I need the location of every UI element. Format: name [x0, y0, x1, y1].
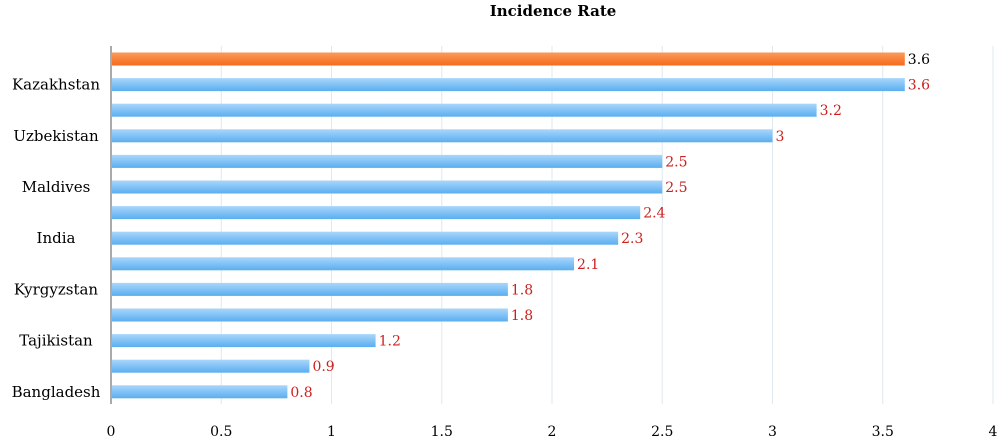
- bar: [112, 231, 619, 245]
- data-label: 2.1: [577, 257, 599, 273]
- grid-lines: [220, 46, 994, 404]
- bar: [112, 282, 508, 296]
- data-label: 1.2: [379, 334, 401, 350]
- x-tick-label: 4: [989, 424, 998, 440]
- data-labels: 3.63.63.232.52.52.42.32.11.81.81.20.90.8: [290, 52, 930, 401]
- category-label: Kyrgyzstan: [14, 280, 99, 298]
- bar: [112, 257, 575, 271]
- x-tick-label: 1.5: [431, 424, 453, 440]
- bar: [112, 308, 508, 322]
- data-label: 1.8: [511, 308, 533, 324]
- data-label: 0.8: [290, 385, 312, 401]
- data-label: 3.6: [908, 78, 930, 94]
- x-tick-labels: 0 0.5 1 1.5 2 2.5 3 3.5 4: [107, 424, 998, 440]
- bar: [112, 129, 773, 143]
- x-tick-label: 3: [768, 424, 777, 440]
- data-label: 1.8: [511, 282, 533, 298]
- category-label: Kazakhstan: [12, 76, 100, 94]
- x-tick-label: 2.5: [651, 424, 673, 440]
- bar: [112, 154, 663, 168]
- bars: [112, 52, 905, 399]
- x-tick-label: 1: [327, 424, 336, 440]
- data-label: 2.3: [621, 231, 643, 247]
- bar: [112, 103, 817, 117]
- data-label: 2.5: [665, 154, 687, 170]
- x-tick-label: 3.5: [872, 424, 894, 440]
- data-label: 3.2: [820, 103, 842, 119]
- x-tick-label: 0.5: [210, 424, 232, 440]
- category-label: Maldives: [22, 178, 91, 196]
- data-label: 3: [776, 129, 785, 145]
- data-label: 2.5: [665, 180, 687, 196]
- bar: [112, 180, 663, 194]
- bar: [112, 334, 376, 348]
- bar: [112, 206, 641, 220]
- chart-title: Incidence Rate: [490, 2, 617, 20]
- category-label: India: [37, 229, 76, 247]
- bar: [112, 385, 288, 399]
- bar: [112, 359, 310, 373]
- data-label: 3.6: [908, 52, 930, 68]
- data-label: 2.4: [643, 206, 665, 222]
- category-label: Uzbekistan: [13, 127, 99, 145]
- category-labels: Kazakhstan Uzbekistan Maldives India Kyrgyzs…: [12, 76, 101, 401]
- data-label: 0.9: [312, 359, 334, 375]
- bar-highlight: [112, 52, 905, 66]
- x-tick-label: 2: [548, 424, 557, 440]
- category-label: Tajikistan: [19, 332, 93, 350]
- bar: [112, 78, 905, 92]
- category-label: Bangladesh: [12, 383, 101, 401]
- x-tick-label: 0: [107, 424, 116, 440]
